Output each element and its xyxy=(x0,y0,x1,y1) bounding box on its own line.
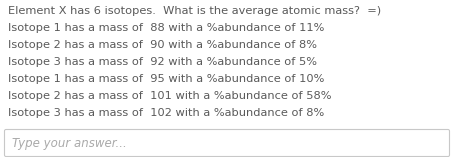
Text: Isotope 1 has a mass of  88 with a %abundance of 11%: Isotope 1 has a mass of 88 with a %abund… xyxy=(8,23,324,33)
Text: Isotope 3 has a mass of  92 with a %abundance of 5%: Isotope 3 has a mass of 92 with a %abund… xyxy=(8,57,316,67)
Text: Isotope 2 has a mass of  101 with a %abundance of 58%: Isotope 2 has a mass of 101 with a %abun… xyxy=(8,91,331,101)
Text: Isotope 1 has a mass of  95 with a %abundance of 10%: Isotope 1 has a mass of 95 with a %abund… xyxy=(8,74,324,84)
Text: Element X has 6 isotopes.  What is the average atomic mass?  =): Element X has 6 isotopes. What is the av… xyxy=(8,6,380,16)
Text: Type your answer...: Type your answer... xyxy=(12,136,126,149)
Text: Isotope 3 has a mass of  102 with a %abundance of 8%: Isotope 3 has a mass of 102 with a %abun… xyxy=(8,108,324,118)
Text: Isotope 2 has a mass of  90 with a %abundance of 8%: Isotope 2 has a mass of 90 with a %abund… xyxy=(8,40,316,50)
FancyBboxPatch shape xyxy=(5,130,449,157)
